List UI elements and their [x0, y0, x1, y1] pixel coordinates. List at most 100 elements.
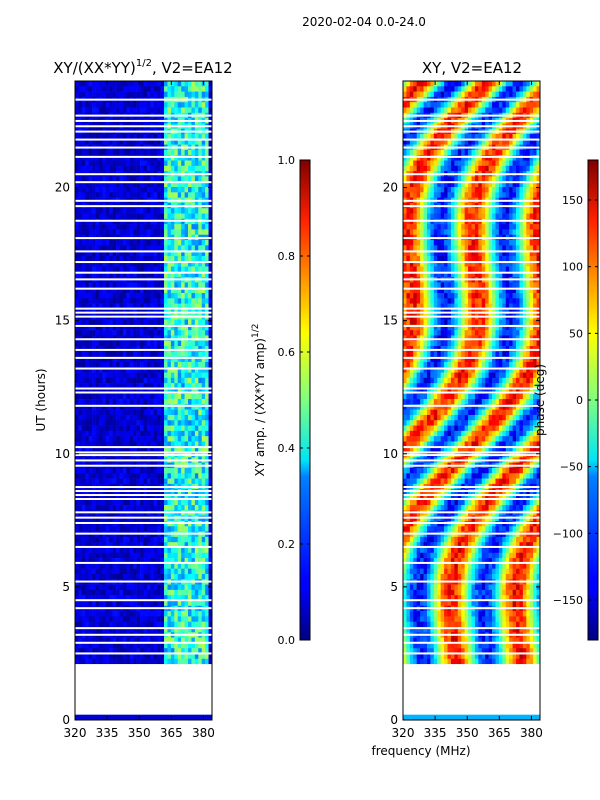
- heatmap-cell: [416, 160, 421, 167]
- flagged-row: [75, 155, 212, 158]
- heatmap-cell: [119, 181, 124, 188]
- heatmap-cell: [112, 558, 117, 564]
- heatmap-cell: [109, 298, 113, 304]
- heatmap-cell: [160, 414, 165, 421]
- heatmap-cell: [75, 176, 79, 183]
- heatmap-cell: [413, 616, 417, 622]
- heatmap-cell: [109, 414, 113, 421]
- heatmap-cell: [403, 563, 407, 569]
- heatmap-cell: [78, 293, 83, 299]
- heatmap-cell: [406, 224, 411, 230]
- heatmap-cell: [129, 266, 134, 273]
- heatmap-cell: [109, 86, 113, 92]
- heatmap-cell: [174, 271, 179, 278]
- heatmap-cell: [157, 589, 161, 596]
- heatmap-cell: [181, 102, 185, 108]
- heatmap-cell: [413, 430, 417, 437]
- heatmap-cell: [181, 600, 185, 607]
- heatmap-cell: [150, 176, 155, 183]
- heatmap-cell: [150, 642, 155, 649]
- heatmap-cell: [201, 229, 206, 236]
- heatmap-cell: [191, 430, 196, 437]
- flagged-row: [75, 181, 212, 184]
- heatmap-cell: [201, 563, 206, 569]
- heatmap-cell: [208, 425, 213, 432]
- flagged-row: [75, 119, 212, 122]
- heatmap-cell: [205, 558, 209, 564]
- heatmap-cell: [105, 558, 110, 564]
- heatmap-cell: [167, 303, 172, 310]
- heatmap-cell: [153, 446, 158, 453]
- heatmap-cell: [150, 589, 155, 596]
- heatmap-cell: [413, 139, 417, 145]
- heatmap-cell: [194, 298, 199, 304]
- heatmap-cell: [105, 181, 110, 188]
- heatmap-cell: [194, 393, 199, 400]
- heatmap-cell: [174, 255, 179, 262]
- heatmap-cell: [126, 91, 131, 98]
- heatmap-cell: [116, 558, 120, 564]
- heatmap-cell: [88, 139, 93, 145]
- heatmap-cell: [167, 356, 172, 363]
- heatmap-cell: [140, 568, 144, 575]
- heatmap-cell: [95, 563, 100, 569]
- heatmap-cell: [116, 91, 120, 98]
- heatmap-cell: [133, 187, 137, 193]
- heatmap-cell: [157, 473, 161, 479]
- heatmap-cell: [205, 250, 209, 257]
- heatmap-cell: [406, 282, 411, 289]
- heatmap-cell: [116, 399, 120, 405]
- heatmap-cell: [95, 346, 100, 352]
- heatmap-cell: [157, 552, 161, 559]
- heatmap-cell: [170, 552, 175, 559]
- heatmap-cell: [78, 425, 83, 432]
- heatmap-cell: [143, 208, 148, 214]
- heatmap-cell: [75, 213, 79, 220]
- heatmap-cell: [177, 653, 182, 660]
- heatmap-cell: [81, 361, 86, 368]
- heatmap-cell: [188, 436, 192, 442]
- heatmap-cell: [170, 107, 175, 114]
- heatmap-cell: [208, 255, 213, 262]
- heatmap-cell: [191, 505, 196, 511]
- heatmap-cell: [153, 229, 158, 236]
- heatmap-cell: [102, 499, 107, 506]
- heatmap-cell: [188, 558, 192, 564]
- heatmap-cell: [413, 563, 417, 569]
- heatmap-cell: [133, 441, 137, 448]
- heatmap-cell: [112, 165, 117, 172]
- heatmap-cell: [160, 187, 165, 193]
- heatmap-cell: [409, 589, 414, 596]
- heatmap-cell: [184, 224, 189, 230]
- heatmap-cell: [112, 568, 117, 575]
- heatmap-cell: [194, 467, 199, 474]
- heatmap-cell: [208, 404, 213, 410]
- heatmap-cell: [85, 139, 89, 145]
- heatmap-cell: [201, 245, 206, 251]
- heatmap-cell: [170, 600, 175, 607]
- heatmap-cell: [194, 335, 199, 342]
- heatmap-cell: [181, 573, 185, 580]
- heatmap-cell: [126, 584, 131, 591]
- heatmap-cell: [409, 181, 414, 188]
- heatmap-cell: [170, 547, 175, 554]
- heatmap-cell: [403, 473, 407, 479]
- heatmap-cell: [191, 224, 196, 230]
- heatmap-cell: [112, 441, 117, 448]
- heatmap-cell: [191, 160, 196, 167]
- heatmap-cell: [88, 494, 93, 501]
- heatmap-cell: [403, 330, 407, 336]
- heatmap-cell: [413, 250, 417, 257]
- heatmap-cell: [198, 287, 203, 294]
- heatmap-cell: [150, 287, 155, 294]
- heatmap-cell: [409, 372, 414, 379]
- heatmap-cell: [403, 595, 407, 601]
- heatmap-cell: [167, 91, 172, 98]
- heatmap-cell: [167, 658, 172, 665]
- heatmap-cell: [170, 430, 175, 437]
- heatmap-cell: [75, 526, 79, 532]
- heatmap-cell: [81, 107, 86, 114]
- heatmap-cell: [201, 388, 206, 395]
- heatmap-cell: [119, 409, 124, 416]
- heatmap-cell: [157, 467, 161, 474]
